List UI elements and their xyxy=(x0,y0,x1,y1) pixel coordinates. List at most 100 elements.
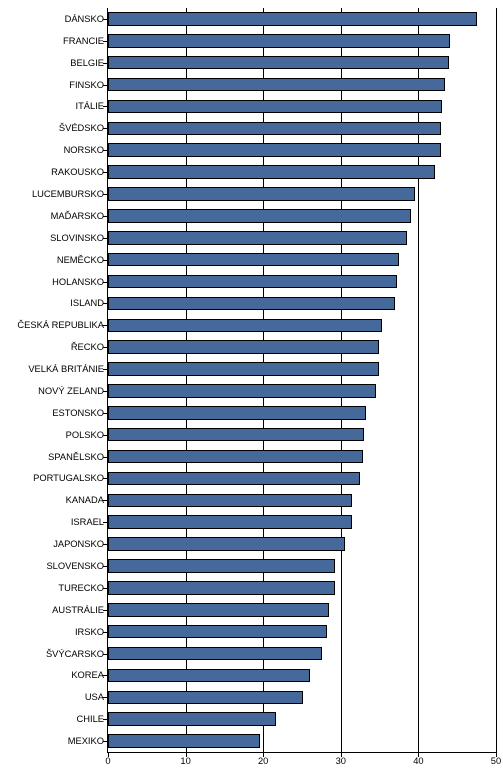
bar xyxy=(108,647,322,661)
bar xyxy=(108,472,360,486)
bar xyxy=(108,143,441,157)
x-axis-label: 20 xyxy=(258,752,268,766)
category-label: NEMĚCKO xyxy=(57,255,108,265)
category-label: RAKOUSKO xyxy=(51,167,108,177)
bar xyxy=(108,12,477,26)
chart-row xyxy=(108,734,496,748)
bar xyxy=(108,319,382,333)
bar xyxy=(108,537,345,551)
category-label: KANADA xyxy=(66,495,108,505)
chart-row xyxy=(108,669,496,683)
chart-row xyxy=(108,143,496,157)
chart-row xyxy=(108,625,496,639)
chart-row xyxy=(108,209,496,223)
x-axis-label: 10 xyxy=(180,752,190,766)
bar xyxy=(108,734,260,748)
category-label: FINSKO xyxy=(69,80,108,90)
chart-row xyxy=(108,319,496,333)
category-label: ŠVÉDSKO xyxy=(59,123,108,133)
category-label: CHILE xyxy=(77,714,108,724)
chart-row xyxy=(108,691,496,705)
category-label: AUSTRÁLIE xyxy=(52,605,108,615)
bar xyxy=(108,362,379,376)
bar xyxy=(108,712,276,726)
category-label: KOREA xyxy=(71,670,108,680)
bar xyxy=(108,231,407,245)
chart-row xyxy=(108,275,496,289)
category-label: MEXIKO xyxy=(68,736,108,746)
chart-row xyxy=(108,559,496,573)
category-label: PORTUGALSKO xyxy=(33,473,108,483)
chart-row xyxy=(108,384,496,398)
bar xyxy=(108,450,363,464)
bar xyxy=(108,34,450,48)
chart-row xyxy=(108,472,496,486)
category-label: SPANĚLSKO xyxy=(48,452,108,462)
gridline xyxy=(496,8,497,752)
category-label: HOLANSKO xyxy=(52,277,108,287)
chart-row xyxy=(108,712,496,726)
chart-row xyxy=(108,100,496,114)
bar xyxy=(108,165,435,179)
category-label: ISRAEL xyxy=(71,517,108,527)
category-label: ISLAND xyxy=(70,298,108,308)
chart-row xyxy=(108,340,496,354)
gridline xyxy=(418,8,419,752)
category-label: FRANCIE xyxy=(63,36,108,46)
x-axis-label: 30 xyxy=(336,752,346,766)
category-label: BELGIE xyxy=(70,58,108,68)
chart-row xyxy=(108,78,496,92)
bar xyxy=(108,384,376,398)
category-label: USA xyxy=(85,692,108,702)
chart-row xyxy=(108,12,496,26)
bar xyxy=(108,275,397,289)
chart-row xyxy=(108,647,496,661)
chart-row xyxy=(108,515,496,529)
chart-row xyxy=(108,406,496,420)
category-label: MAĎARSKO xyxy=(51,211,108,221)
bar xyxy=(108,122,441,136)
bar xyxy=(108,691,303,705)
chart-row xyxy=(108,603,496,617)
chart-row xyxy=(108,187,496,201)
category-label: IRSKO xyxy=(75,627,108,637)
chart-row xyxy=(108,122,496,136)
category-label: VELKÁ BRITÁNIE xyxy=(28,364,108,374)
gridline xyxy=(186,8,187,752)
plot-area: 01020304050DÁNSKOFRANCIEBELGIEFINSKOITÁL… xyxy=(107,8,496,753)
gridline xyxy=(263,8,264,752)
bar xyxy=(108,669,310,683)
chart-row xyxy=(108,450,496,464)
x-axis-label: 0 xyxy=(105,752,110,766)
category-label: DÁNSKO xyxy=(65,14,108,24)
bar xyxy=(108,56,449,70)
category-label: POLSKO xyxy=(66,430,108,440)
category-label: NOVÝ ZELAND xyxy=(38,386,108,396)
bar xyxy=(108,253,399,267)
bar xyxy=(108,625,327,639)
bar xyxy=(108,209,411,223)
bar xyxy=(108,428,364,442)
chart-row xyxy=(108,253,496,267)
bar xyxy=(108,100,442,114)
chart-row xyxy=(108,494,496,508)
bar-chart: 01020304050DÁNSKOFRANCIEBELGIEFINSKOITÁL… xyxy=(0,0,503,777)
category-label: LUCEMBURSKO xyxy=(32,189,108,199)
bar xyxy=(108,406,366,420)
chart-row xyxy=(108,34,496,48)
chart-row xyxy=(108,297,496,311)
category-label: ČESKÁ REPUBLIKA xyxy=(17,320,108,330)
bar xyxy=(108,515,352,529)
x-axis-label: 40 xyxy=(413,752,423,766)
chart-row xyxy=(108,165,496,179)
chart-row xyxy=(108,428,496,442)
bar xyxy=(108,340,379,354)
chart-row xyxy=(108,537,496,551)
category-label: SLOVINSKO xyxy=(50,233,108,243)
bar xyxy=(108,78,445,92)
category-label: ESTONSKO xyxy=(52,408,108,418)
category-label: JAPONSKO xyxy=(53,539,108,549)
chart-row xyxy=(108,362,496,376)
bar xyxy=(108,603,329,617)
category-label: NORSKO xyxy=(64,145,108,155)
